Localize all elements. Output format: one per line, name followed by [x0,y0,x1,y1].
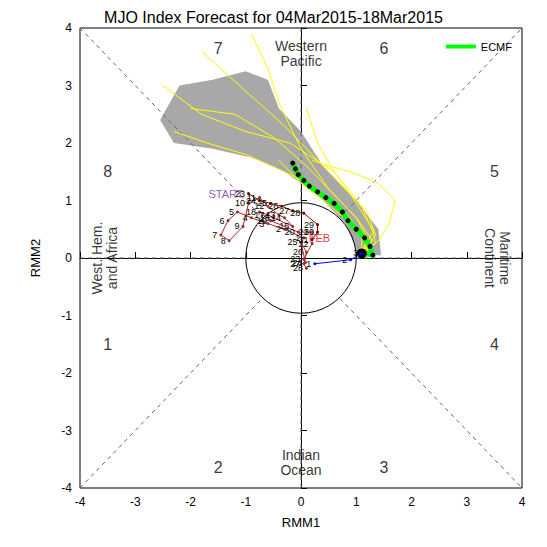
svg-text:Ocean: Ocean [280,462,321,478]
svg-text:10: 10 [235,198,245,208]
svg-text:8: 8 [103,163,112,180]
svg-text:3: 3 [379,459,388,476]
svg-text:4: 4 [242,212,248,223]
svg-text:-4: -4 [61,481,72,495]
svg-text:ECMF: ECMF [481,41,512,53]
svg-text:22: 22 [298,238,309,249]
svg-text:27: 27 [279,205,290,216]
svg-text:West. Hem.: West. Hem. [89,222,105,295]
svg-text:4: 4 [65,21,72,35]
svg-text:4: 4 [490,336,499,353]
svg-text:1: 1 [353,495,360,509]
svg-text:0: 0 [65,251,72,265]
svg-text:Western: Western [275,38,327,54]
svg-text:25: 25 [287,237,297,247]
svg-text:8: 8 [221,236,226,246]
svg-text:2: 2 [214,459,223,476]
svg-text:Indian: Indian [282,447,320,463]
svg-text:7: 7 [212,230,217,240]
svg-text:3: 3 [65,79,72,93]
svg-text:-4: -4 [75,495,86,509]
svg-text:0: 0 [298,495,305,509]
svg-text:-1: -1 [240,495,251,509]
svg-text:11: 11 [246,192,257,203]
svg-text:21: 21 [299,227,309,237]
svg-text:-2: -2 [185,495,196,509]
svg-text:FEB: FEB [309,232,330,244]
svg-text:26: 26 [268,201,279,212]
svg-text:7: 7 [214,40,223,57]
svg-text:Pacific: Pacific [280,53,321,69]
svg-text:Continent: Continent [482,228,498,288]
svg-text:-3: -3 [130,495,141,509]
svg-text:9: 9 [234,221,239,231]
svg-text:RMM1: RMM1 [282,515,320,530]
svg-text:6: 6 [379,40,388,57]
svg-text:-1: -1 [61,309,72,323]
svg-text:28: 28 [293,263,303,273]
svg-text:Maritime: Maritime [497,231,513,285]
svg-text:START: START [208,188,243,200]
svg-text:2: 2 [65,136,72,150]
svg-text:1: 1 [103,336,112,353]
svg-text:14: 14 [270,212,281,223]
svg-text:2: 2 [342,255,347,265]
svg-text:28: 28 [290,208,300,218]
svg-text:29: 29 [304,219,315,230]
svg-text:20: 20 [285,227,295,237]
svg-text:19: 19 [257,216,267,226]
svg-text:and Africa: and Africa [104,227,120,289]
svg-text:-2: -2 [61,366,72,380]
svg-text:4: 4 [519,495,526,509]
svg-text:5: 5 [229,207,234,217]
svg-text:MJO Index Forecast for 04Mar20: MJO Index Forecast for 04Mar2015-18Mar20… [104,9,443,26]
svg-text:-3: -3 [61,424,72,438]
svg-text:1: 1 [306,259,311,269]
svg-text:26: 26 [293,247,303,257]
svg-text:6: 6 [220,216,225,226]
svg-text:RMM2: RMM2 [28,239,43,277]
svg-text:18: 18 [246,207,256,217]
svg-text:1: 1 [65,194,72,208]
svg-text:2: 2 [408,495,415,509]
svg-text:3: 3 [353,248,358,258]
svg-text:3: 3 [463,495,470,509]
svg-text:5: 5 [490,163,499,180]
